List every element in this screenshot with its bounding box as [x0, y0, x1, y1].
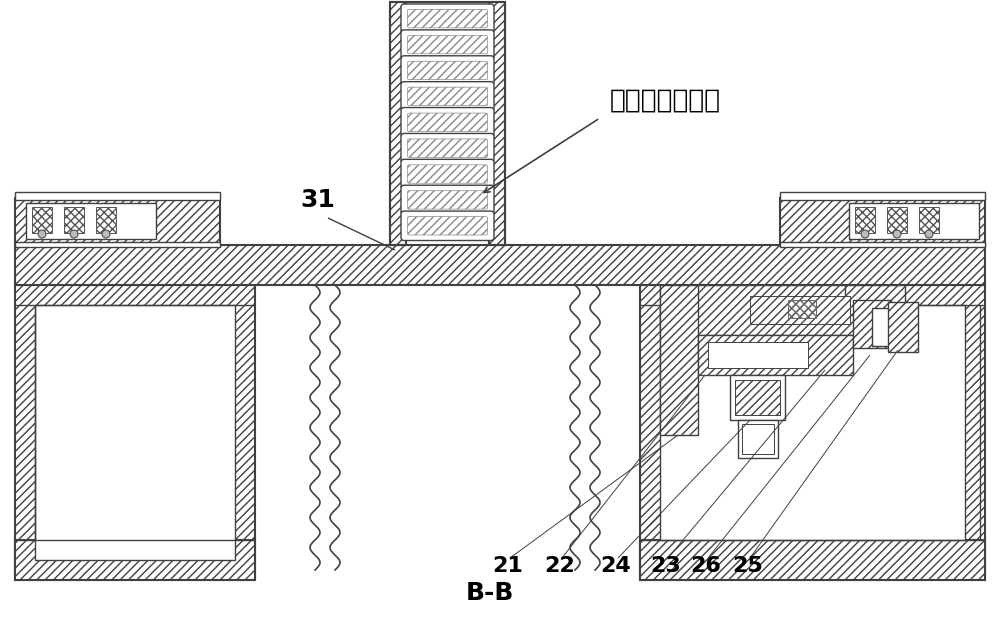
Bar: [406, 2, 489, 245]
FancyBboxPatch shape: [401, 82, 494, 111]
Bar: [788, 300, 816, 318]
Bar: [849, 203, 979, 239]
Bar: [26, 203, 156, 239]
Bar: [780, 242, 985, 247]
Bar: [15, 245, 985, 285]
Bar: [730, 375, 785, 420]
Bar: [489, 2, 505, 245]
Bar: [15, 192, 220, 200]
Bar: [845, 285, 905, 315]
Bar: [872, 308, 890, 346]
Bar: [660, 285, 698, 435]
Bar: [780, 192, 985, 200]
Circle shape: [38, 230, 46, 238]
Text: 22: 22: [545, 556, 575, 576]
Bar: [64, 207, 84, 233]
Text: 24: 24: [601, 556, 631, 576]
Bar: [15, 540, 255, 580]
Bar: [660, 285, 870, 335]
Bar: [735, 380, 780, 415]
Bar: [919, 207, 939, 233]
Bar: [35, 305, 235, 560]
Bar: [738, 420, 778, 458]
Bar: [96, 207, 116, 233]
Circle shape: [102, 230, 110, 238]
Bar: [15, 242, 220, 247]
Circle shape: [70, 230, 78, 238]
Bar: [855, 207, 875, 233]
FancyBboxPatch shape: [401, 159, 494, 189]
Bar: [32, 207, 52, 233]
Bar: [640, 285, 985, 580]
Circle shape: [925, 230, 933, 238]
Circle shape: [861, 230, 869, 238]
Bar: [390, 2, 406, 245]
Bar: [750, 296, 850, 324]
Bar: [887, 207, 907, 233]
Bar: [15, 285, 255, 580]
FancyBboxPatch shape: [401, 30, 494, 60]
Bar: [742, 424, 774, 454]
Bar: [698, 335, 853, 375]
Bar: [390, 2, 505, 245]
Text: 21: 21: [493, 556, 523, 576]
Bar: [888, 302, 918, 352]
Circle shape: [893, 230, 901, 238]
Text: 26: 26: [691, 556, 721, 576]
Text: 25: 25: [733, 556, 763, 576]
Text: 31: 31: [301, 188, 335, 212]
Bar: [660, 305, 965, 540]
Bar: [708, 342, 808, 368]
Text: B-B: B-B: [466, 581, 514, 605]
FancyBboxPatch shape: [401, 211, 494, 241]
Text: 数据线金属外壳: 数据线金属外壳: [610, 88, 721, 114]
Bar: [780, 198, 985, 245]
Bar: [640, 540, 985, 580]
FancyBboxPatch shape: [401, 4, 494, 33]
FancyBboxPatch shape: [401, 56, 494, 85]
Text: 23: 23: [651, 556, 681, 576]
FancyBboxPatch shape: [401, 108, 494, 137]
Bar: [15, 198, 220, 245]
FancyBboxPatch shape: [401, 185, 494, 214]
FancyBboxPatch shape: [401, 134, 494, 163]
Bar: [853, 300, 891, 348]
